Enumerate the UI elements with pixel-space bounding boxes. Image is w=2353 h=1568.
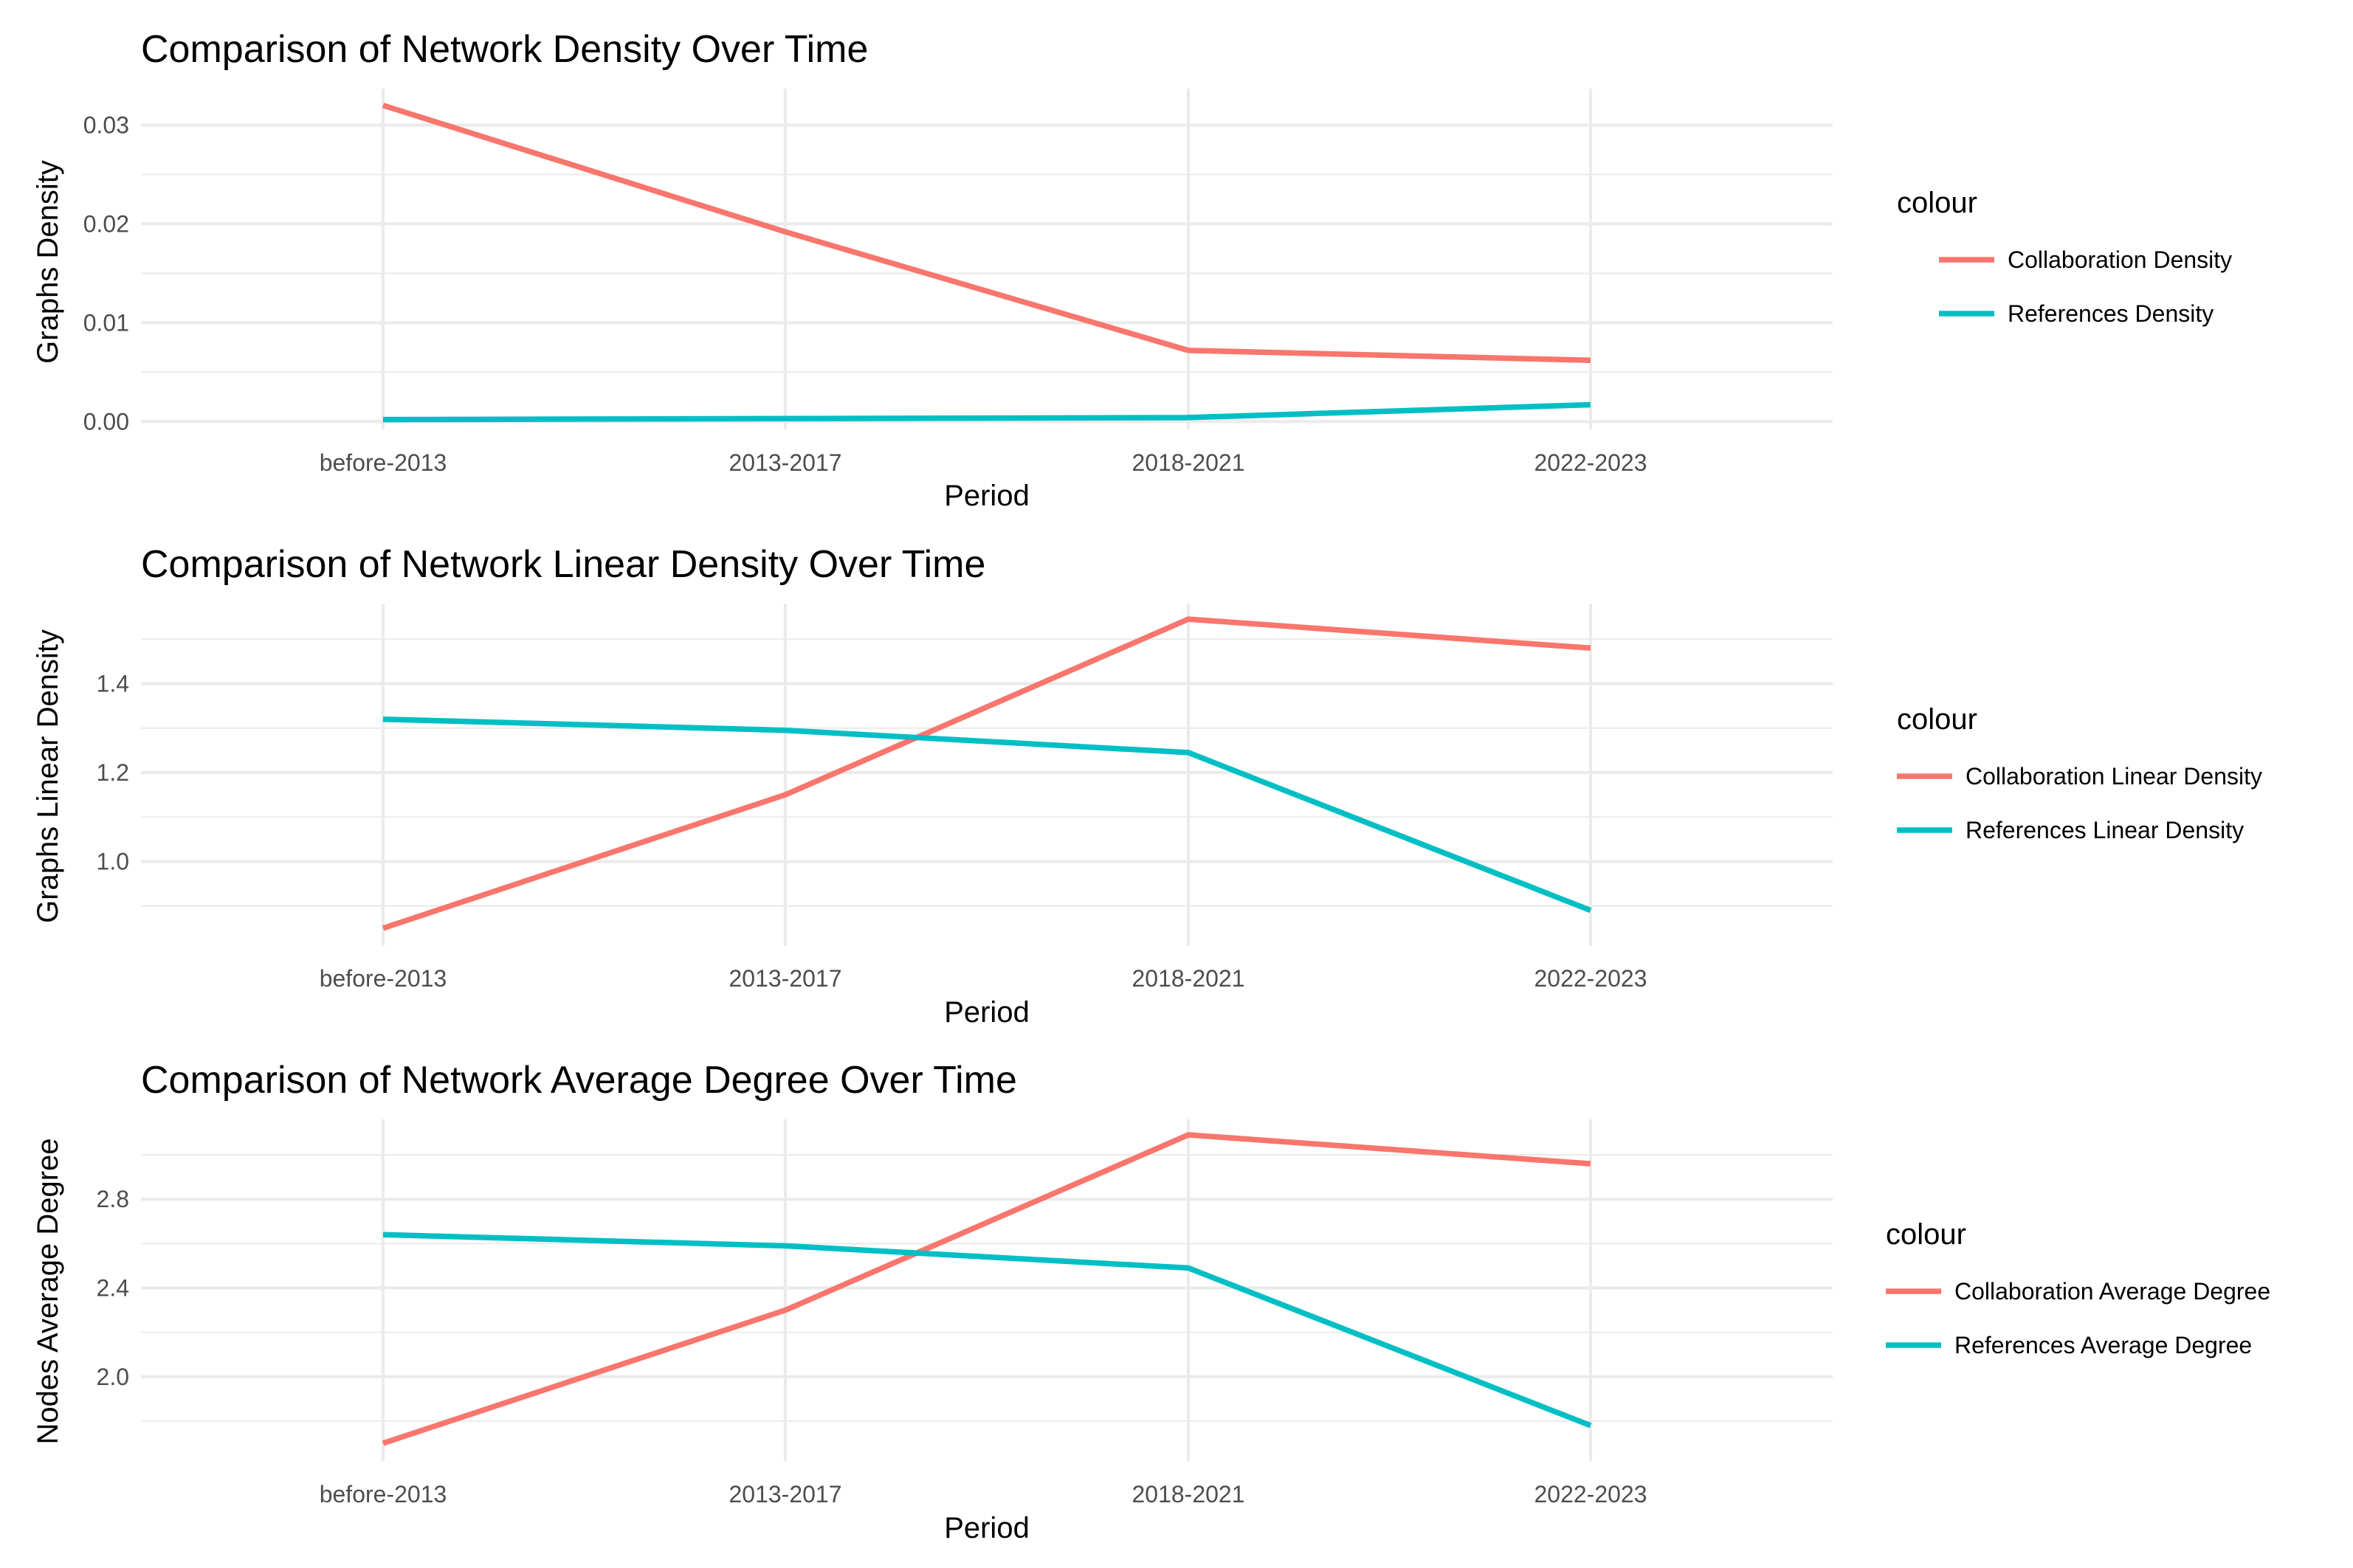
- panel-average-degree-x-axis-label: Period: [944, 1512, 1030, 1544]
- panel-linear-density-series-line-collaboration: [382, 616, 1591, 931]
- panel-linear-density-x-axis-label: Period: [944, 996, 1030, 1029]
- panel-density-y-tick-label-0: 0.00: [83, 408, 129, 435]
- panel-average-degree-x-tick-label-2: 2018-2021: [1131, 1481, 1244, 1507]
- panel-density-y-axis-label: Graphs Density: [32, 160, 64, 364]
- panel-linear-density-legend-title: colour: [1897, 703, 1977, 736]
- panel-average-degree-legend-label-collaboration: Collaboration Average Degree: [1954, 1278, 2270, 1305]
- panel-linear-density-y-axis-label: Graphs Linear Density: [32, 629, 64, 923]
- panel-density-x-tick-label-2: 2018-2021: [1131, 449, 1244, 476]
- panel-linear-density-series-line-references: [382, 716, 1592, 913]
- panel-average-degree-y-tick-label-1: 2.4: [97, 1274, 129, 1301]
- panel-density-x-axis-label: Period: [944, 480, 1030, 512]
- panel-linear-density-title: Comparison of Network Linear Density Ove…: [141, 543, 985, 586]
- panel-density-title: Comparison of Network Density Over Time: [141, 28, 868, 71]
- panel-average-degree-x-tick-label-1: 2013-2017: [728, 1481, 841, 1507]
- panel-average-degree-legend: colour Collaboration Average Degree Refe…: [1886, 1218, 2270, 1358]
- panel-linear-density-x-tick-label-1: 2013-2017: [728, 965, 841, 992]
- panel-density-legend-label-references: References Density: [2008, 300, 2214, 327]
- panel-density-legend-title: colour: [1897, 187, 1977, 219]
- panel-linear-density-y-tick-label-0: 1.0: [97, 849, 129, 875]
- panel-linear-density-x-tick-label-3: 2022-2023: [1534, 965, 1647, 992]
- panel-average-degree-y-tick-label-2: 2.8: [97, 1186, 129, 1212]
- panel-linear-density-legend-label-references: References Linear Density: [1966, 817, 2244, 843]
- panel-density-plot-area: 0.00 0.01 0.02 0.03 before-2013 2013-2017 2018…: [83, 89, 1833, 476]
- panel-linear-density-legend-label-collaboration: Collaboration Linear Density: [1966, 763, 2262, 790]
- panel-average-degree-y-axis-label: Nodes Average Degree: [32, 1138, 64, 1444]
- panel-density: Comparison of Network Density Over Time …: [32, 28, 2232, 512]
- panel-linear-density: Comparison of Network Linear Density Ove…: [32, 543, 2262, 1029]
- panel-density-y-tick-label-2: 0.02: [83, 210, 129, 237]
- panel-linear-density-legend: colour Collaboration Linear Density Refe…: [1897, 703, 2262, 843]
- panel-average-degree-legend-title: colour: [1886, 1218, 1966, 1251]
- panel-average-degree-x-tick-label-0: before-2013: [320, 1481, 447, 1507]
- panel-average-degree-y-tick-label-0: 2.0: [97, 1364, 129, 1390]
- panel-density-series-line-collaboration: [382, 103, 1591, 364]
- panel-density-legend: colour Collaboration Density References …: [1897, 187, 2232, 327]
- panel-density-legend-label-collaboration: Collaboration Density: [2008, 246, 2232, 273]
- panel-linear-density-x-tick-label-2: 2018-2021: [1131, 965, 1244, 992]
- panel-average-degree-legend-label-references: References Average Degree: [1954, 1332, 2252, 1358]
- panel-average-degree-series-line-collaboration: [382, 1132, 1591, 1446]
- panel-density-series-line-references: [382, 401, 1591, 423]
- panel-average-degree: Comparison of Network Average Degree Ove…: [32, 1059, 2270, 1544]
- panel-density-y-tick-label-3: 0.03: [83, 112, 129, 139]
- panel-linear-density-x-tick-label-0: before-2013: [320, 965, 447, 992]
- panel-density-x-tick-label-3: 2022-2023: [1534, 449, 1647, 476]
- panel-average-degree-plot-area: 2.0 2.4 2.8 before-2013 2013-2017 2018-2021 20…: [97, 1119, 1833, 1507]
- panel-linear-density-y-tick-label-1: 1.2: [97, 759, 129, 786]
- panel-linear-density-plot-area: 1.0 1.2 1.4 before-2013 2013-2017 2018-2021 20…: [97, 604, 1833, 992]
- panel-average-degree-series-line-references: [382, 1232, 1592, 1429]
- panel-density-x-tick-label-1: 2013-2017: [728, 449, 841, 476]
- panel-average-degree-x-tick-label-3: 2022-2023: [1534, 1481, 1647, 1507]
- panel-density-y-tick-label-1: 0.01: [83, 309, 129, 336]
- panel-linear-density-y-tick-label-2: 1.4: [97, 670, 129, 697]
- panel-density-x-tick-label-0: before-2013: [320, 449, 447, 476]
- panel-average-degree-title: Comparison of Network Average Degree Ove…: [141, 1059, 1017, 1102]
